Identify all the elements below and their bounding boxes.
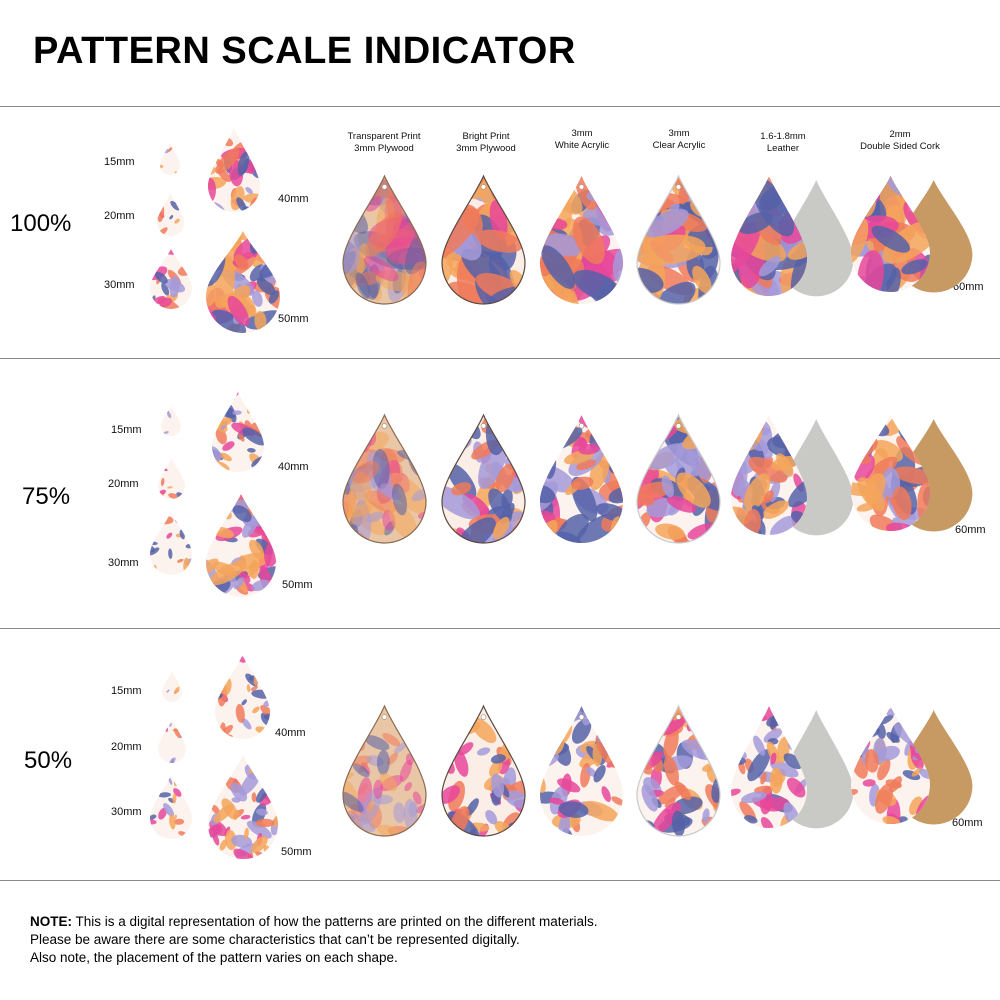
material-label-cork: 2mm Double Sided Cork — [860, 129, 940, 152]
size-sample-teardrop — [158, 719, 186, 763]
divider-top — [0, 106, 1000, 107]
material-sample-cork — [851, 176, 973, 293]
size-sample-teardrop — [206, 231, 280, 333]
note-line-3: Also note, the placement of the pattern … — [30, 950, 398, 965]
scale-label-50: 50% — [24, 747, 73, 774]
material-label-white-acrylic: 3mm White Acrylic — [554, 128, 610, 151]
size-sample-teardrop — [157, 193, 184, 236]
material-sample-clear-acrylic — [636, 704, 721, 837]
material-label-transparent-plywood: Transparent Print 3mm Plywood — [347, 131, 421, 154]
divider-1 — [0, 358, 1000, 359]
size-label-30mm: 30mm — [111, 806, 142, 818]
size-label-60mm: 60mm — [952, 817, 983, 829]
material-sample-cork — [851, 706, 973, 825]
size-sample-teardrop — [215, 655, 270, 739]
material-sample-transparent-plywood — [342, 704, 427, 837]
size-label-20mm: 20mm — [111, 741, 142, 753]
size-sample-teardrop — [212, 392, 264, 472]
material-label-bright-plywood: Bright Print 3mm Plywood — [456, 131, 516, 154]
divider-2 — [0, 628, 1000, 629]
size-sample-teardrop — [150, 249, 192, 309]
material-sample-bright-plywood — [441, 174, 526, 305]
page-title: PATTERN SCALE INDICATOR — [33, 30, 576, 72]
material-sample-clear-acrylic — [636, 174, 721, 305]
size-sample-teardrop — [162, 671, 182, 702]
material-sample-bright-plywood — [441, 413, 526, 544]
material-sample-transparent-plywood — [342, 174, 427, 305]
size-label-15mm: 15mm — [104, 156, 135, 168]
note-block: NOTE: This is a digital representation o… — [30, 913, 598, 967]
material-sample-white-acrylic — [540, 706, 623, 836]
divider-bottom — [0, 880, 1000, 881]
material-sample-leather — [731, 176, 854, 297]
note-line-1: NOTE: This is a digital representation o… — [30, 914, 598, 929]
material-sample-bright-plywood — [441, 704, 526, 837]
size-label-50mm: 50mm — [281, 846, 312, 858]
size-sample-teardrop — [208, 128, 260, 212]
size-label-30mm: 30mm — [108, 557, 139, 569]
scale-label-100: 100% — [10, 210, 72, 237]
size-sample-teardrop — [150, 775, 192, 839]
size-label-15mm: 15mm — [111, 685, 142, 697]
material-sample-white-acrylic — [540, 176, 623, 304]
material-sample-leather — [731, 415, 854, 536]
size-label-60mm: 60mm — [953, 281, 984, 293]
size-label-50mm: 50mm — [278, 313, 309, 325]
size-label-20mm: 20mm — [108, 478, 139, 490]
material-sample-transparent-plywood — [342, 413, 427, 544]
size-label-40mm: 40mm — [278, 193, 309, 205]
material-sample-white-acrylic — [540, 415, 623, 543]
size-label-20mm: 20mm — [104, 210, 135, 222]
size-label-50mm: 50mm — [282, 579, 313, 591]
size-sample-teardrop — [158, 458, 185, 499]
size-sample-teardrop — [206, 494, 276, 597]
size-label-15mm: 15mm — [111, 424, 142, 436]
material-sample-cork — [851, 415, 973, 532]
note-line-2: Please be aware there are some character… — [30, 932, 520, 947]
material-sample-leather — [731, 706, 854, 829]
material-label-clear-acrylic: 3mm Clear Acrylic — [652, 128, 706, 151]
size-label-60mm: 60mm — [955, 524, 986, 536]
size-sample-teardrop — [208, 755, 278, 859]
size-sample-teardrop — [150, 512, 192, 575]
size-label-40mm: 40mm — [278, 461, 309, 473]
size-label-40mm: 40mm — [275, 727, 306, 739]
material-sample-clear-acrylic — [636, 413, 721, 544]
scale-label-75: 75% — [22, 483, 71, 510]
size-sample-teardrop — [161, 406, 181, 436]
size-sample-teardrop — [160, 143, 180, 175]
note-label: NOTE: — [30, 914, 72, 929]
material-label-leather: 1.6-1.8mm Leather — [760, 131, 806, 154]
size-label-30mm: 30mm — [104, 279, 135, 291]
